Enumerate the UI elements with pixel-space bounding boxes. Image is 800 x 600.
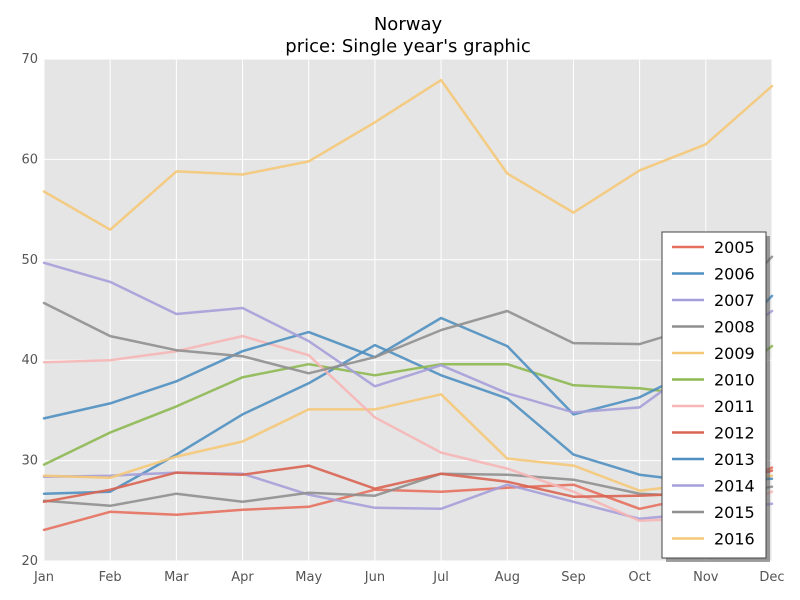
- y-tick-label: 20: [21, 554, 38, 569]
- x-tick-label: Mar: [164, 570, 189, 585]
- legend-label-2013: 2013: [714, 450, 755, 469]
- legend-label-2011: 2011: [714, 397, 755, 416]
- y-tick-label: 60: [21, 152, 38, 167]
- legend-label-2010: 2010: [714, 371, 755, 390]
- x-tick-label: Jan: [33, 570, 54, 585]
- x-tick-label: Nov: [693, 570, 719, 585]
- x-tick-label: Aug: [495, 570, 520, 585]
- x-tick-label: Jun: [364, 570, 385, 585]
- series-line-2015: [42, 255, 774, 375]
- legend-label-2009: 2009: [714, 344, 755, 363]
- legend-label-2014: 2014: [714, 477, 755, 496]
- legend-label-2016: 2016: [714, 530, 755, 549]
- series-line-2007: [42, 471, 774, 521]
- legend-label-2012: 2012: [714, 424, 755, 443]
- legend-label-2005: 2005: [714, 238, 755, 257]
- y-tick-label: 40: [21, 353, 38, 368]
- series-line-2013: [42, 294, 774, 420]
- x-tick-label: Sep: [561, 570, 586, 585]
- legend-label-2015: 2015: [714, 503, 755, 522]
- x-tick-label: Dec: [759, 570, 784, 585]
- x-tick-label: Feb: [99, 570, 122, 585]
- legend-label-2008: 2008: [714, 318, 755, 337]
- chart-title: Norway: [374, 14, 443, 35]
- x-tick-label: Oct: [628, 570, 650, 585]
- x-tick-label: May: [295, 570, 322, 585]
- y-tick-label: 30: [21, 454, 38, 469]
- series-line-2014: [42, 261, 774, 414]
- series-line-2010: [42, 344, 774, 466]
- legend: 2005 2006 2007 2008 2009 2010 2011 2012 2013 2014…: [661, 231, 770, 562]
- legend-label-2007: 2007: [714, 291, 755, 310]
- series-line-2012: [42, 464, 774, 504]
- axes: Jan Feb Mar Apr May Jun Jul Aug Sep Oct Nov Dec 20 30…: [21, 52, 784, 585]
- series-lines: [42, 78, 774, 532]
- x-tick-label: Jul: [432, 570, 449, 585]
- x-tick-label: Apr: [231, 570, 254, 585]
- y-tick-label: 50: [21, 253, 38, 268]
- series-line-2011: [42, 334, 774, 523]
- y-tick-label: 70: [21, 52, 38, 67]
- legend-box: [661, 231, 767, 559]
- series-line-2009: [42, 393, 774, 492]
- legend-label-2006: 2006: [714, 265, 755, 284]
- series-line-2016: [42, 78, 774, 231]
- series-line-2005: [42, 466, 774, 532]
- chart-subtitle: price: Single year's graphic: [285, 36, 530, 57]
